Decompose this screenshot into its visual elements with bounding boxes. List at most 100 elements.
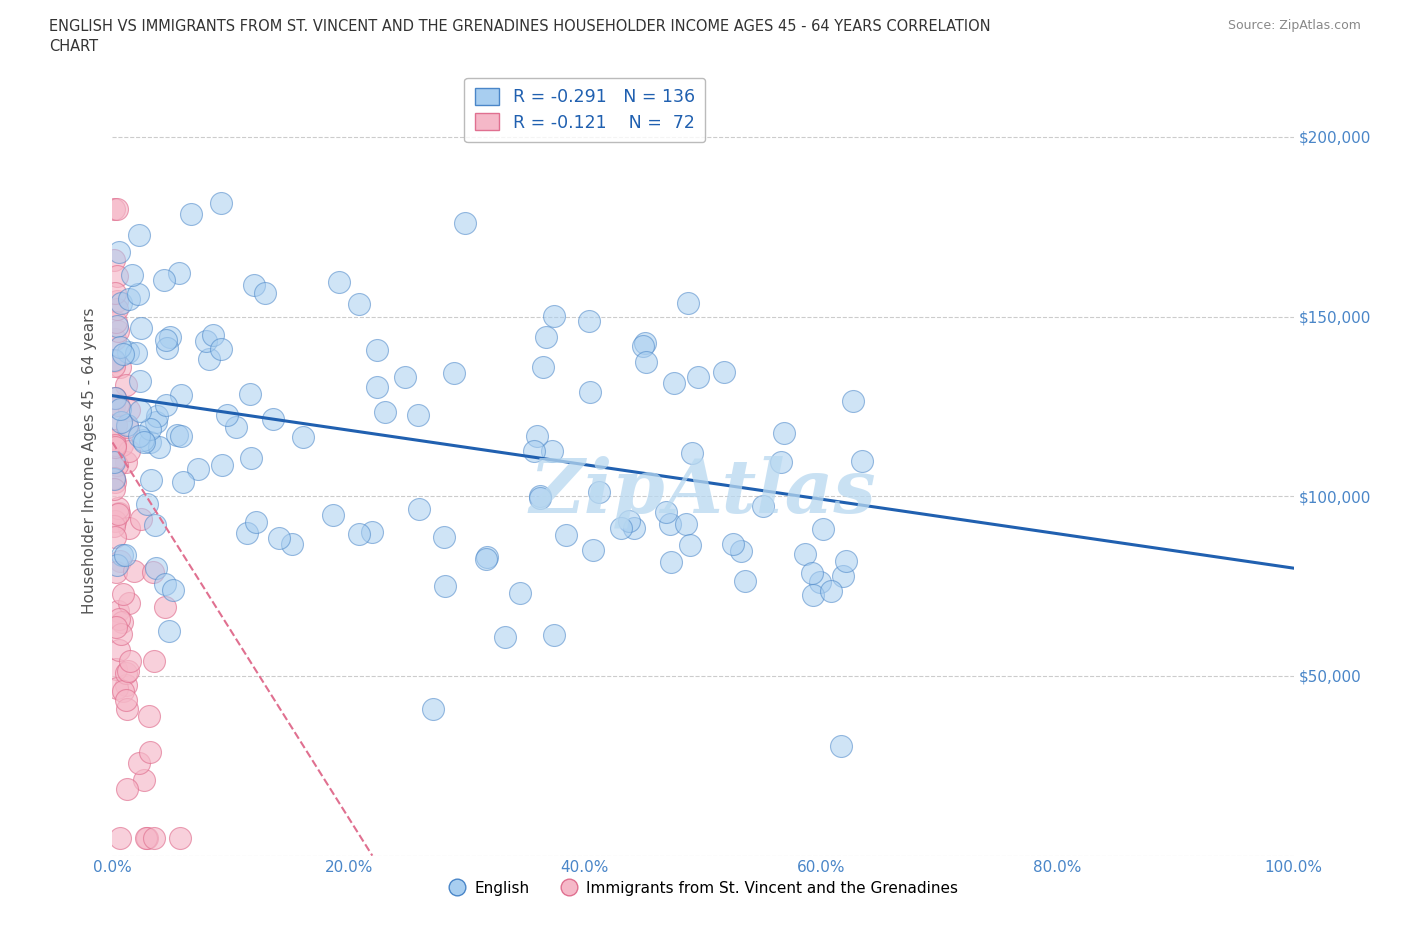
Point: [322, 508, 344, 523]
Point: [105, 301, 128, 316]
Point: [723, 536, 745, 551]
Point: [105, 458, 128, 472]
Point: [523, 444, 546, 458]
Point: [681, 446, 703, 461]
Text: CHART: CHART: [49, 39, 98, 54]
Point: [634, 336, 657, 351]
Point: [349, 527, 371, 542]
Point: [531, 359, 554, 374]
Point: [374, 405, 396, 419]
Point: [675, 517, 697, 532]
Point: [104, 513, 127, 528]
Point: [104, 619, 127, 634]
Point: [820, 583, 842, 598]
Text: ENGLISH VS IMMIGRANTS FROM ST. VINCENT AND THE GRENADINES HOUSEHOLDER INCOME AGE: ENGLISH VS IMMIGRANTS FROM ST. VINCENT A…: [49, 19, 991, 33]
Point: [108, 245, 131, 259]
Point: [103, 453, 125, 468]
Point: [117, 663, 139, 678]
Point: [529, 490, 551, 505]
Point: [830, 738, 852, 753]
Point: [103, 354, 125, 369]
Point: [104, 418, 127, 432]
Point: [734, 573, 756, 588]
Point: [103, 454, 125, 469]
Point: [239, 450, 262, 465]
Point: [104, 391, 127, 405]
Point: [454, 216, 477, 231]
Point: [105, 202, 128, 217]
Point: [107, 397, 129, 412]
Point: [169, 830, 191, 845]
Point: [105, 662, 128, 677]
Point: [406, 407, 429, 422]
Point: [209, 196, 232, 211]
Point: [111, 347, 134, 362]
Point: [239, 386, 262, 401]
Point: [155, 340, 177, 355]
Point: [347, 297, 370, 312]
Point: [129, 512, 152, 526]
Point: [103, 352, 125, 367]
Point: [118, 521, 141, 536]
Point: [141, 472, 163, 487]
Point: [143, 518, 166, 533]
Point: [145, 414, 167, 429]
Point: [713, 365, 735, 379]
Point: [103, 358, 125, 373]
Point: [529, 488, 551, 503]
Point: [105, 558, 128, 573]
Point: [153, 577, 176, 591]
Point: [610, 521, 633, 536]
Point: [211, 458, 233, 472]
Point: [145, 561, 167, 576]
Point: [292, 430, 315, 445]
Point: [124, 564, 146, 578]
Point: [132, 432, 155, 447]
Point: [105, 680, 128, 695]
Point: [105, 294, 128, 309]
Y-axis label: Householder Income Ages 45 - 64 years: Householder Income Ages 45 - 64 years: [82, 307, 97, 614]
Point: [104, 530, 127, 545]
Point: [104, 391, 127, 405]
Point: [186, 461, 208, 476]
Point: [835, 553, 858, 568]
Point: [115, 420, 138, 435]
Point: [253, 286, 276, 300]
Point: [543, 309, 565, 324]
Point: [245, 515, 267, 530]
Point: [103, 202, 125, 217]
Point: [153, 599, 176, 614]
Point: [269, 530, 291, 545]
Point: [114, 692, 136, 707]
Point: [104, 314, 127, 329]
Point: [162, 583, 184, 598]
Point: [115, 665, 138, 680]
Point: [678, 538, 700, 552]
Point: [808, 575, 831, 590]
Point: [433, 530, 456, 545]
Point: [159, 329, 181, 344]
Point: [104, 332, 127, 347]
Point: [129, 374, 152, 389]
Point: [800, 566, 823, 581]
Point: [225, 419, 247, 434]
Point: [117, 595, 139, 610]
Point: [105, 269, 128, 284]
Point: [136, 497, 159, 512]
Point: [541, 444, 564, 458]
Point: [588, 485, 610, 499]
Point: [180, 206, 202, 221]
Point: [170, 388, 193, 403]
Point: [851, 454, 873, 469]
Point: [832, 569, 855, 584]
Point: [128, 228, 150, 243]
Point: [105, 318, 128, 333]
Point: [129, 320, 152, 335]
Point: [115, 418, 138, 432]
Point: [139, 421, 162, 436]
Point: [145, 408, 167, 423]
Point: [194, 333, 217, 348]
Point: [155, 398, 177, 413]
Text: ZipAtlas: ZipAtlas: [530, 456, 876, 528]
Point: [394, 369, 416, 384]
